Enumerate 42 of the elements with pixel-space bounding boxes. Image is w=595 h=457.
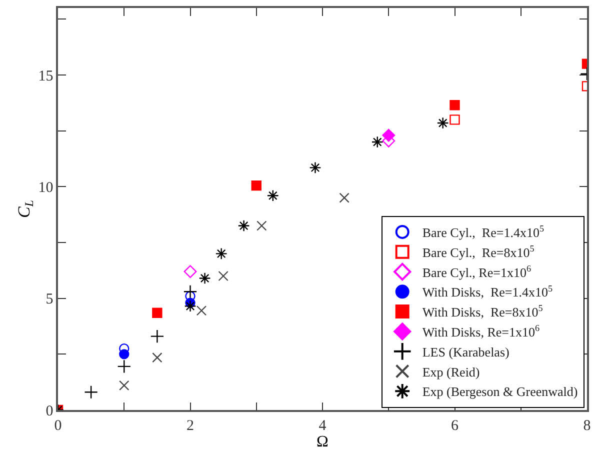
point: [238, 220, 250, 232]
point: [215, 248, 228, 260]
x-axis-title: Ω: [316, 434, 329, 451]
point: [184, 265, 197, 278]
point: [251, 180, 262, 191]
x-tick-label: 2: [186, 418, 194, 434]
point: [183, 284, 198, 299]
point: [371, 136, 384, 148]
legend-label: Exp (Bergeson & Greenwald): [422, 384, 578, 400]
legend-label: Exp (Reid): [422, 364, 480, 380]
point: [150, 329, 164, 344]
point: [436, 117, 449, 130]
y-tick-label: 5: [46, 292, 54, 308]
y-tick-label: 10: [38, 180, 54, 196]
point: [196, 306, 207, 316]
point: [218, 270, 228, 282]
point: [184, 300, 196, 312]
point: [198, 272, 211, 284]
legend-label: With Disks, Re=1.4x10$^{5}$: [422, 283, 553, 300]
y-tick-label: 0: [46, 403, 54, 420]
x-tick-label: 4: [318, 418, 327, 434]
point: [382, 128, 396, 142]
legend-label: LES (Karabelas): [422, 344, 510, 360]
point: [339, 192, 350, 203]
y-tick-label: 15: [38, 68, 54, 84]
point: [117, 360, 132, 374]
point: [450, 100, 460, 110]
x-tick-label: 8: [583, 418, 591, 434]
legend-label: With Disks, Re=1x10$^{6}$: [422, 323, 540, 340]
point: [84, 385, 98, 400]
point: [266, 190, 279, 202]
point: [152, 308, 162, 318]
point: [256, 220, 267, 231]
legend-label: Bare Cyl., Re=1x10$^{6}$: [422, 263, 532, 280]
legend-label: Bare Cyl., Re=8x10$^{5}$: [422, 243, 535, 260]
point: [119, 349, 130, 360]
x-tick-label: 6: [451, 418, 459, 434]
legend-label: Bare Cyl., Re=1.4x10$^{5}$: [422, 224, 544, 240]
point: [309, 162, 322, 174]
legend-label: With Disks, Re=8x10$^{5}$: [422, 303, 544, 320]
point: [152, 352, 162, 363]
point: [119, 380, 130, 391]
